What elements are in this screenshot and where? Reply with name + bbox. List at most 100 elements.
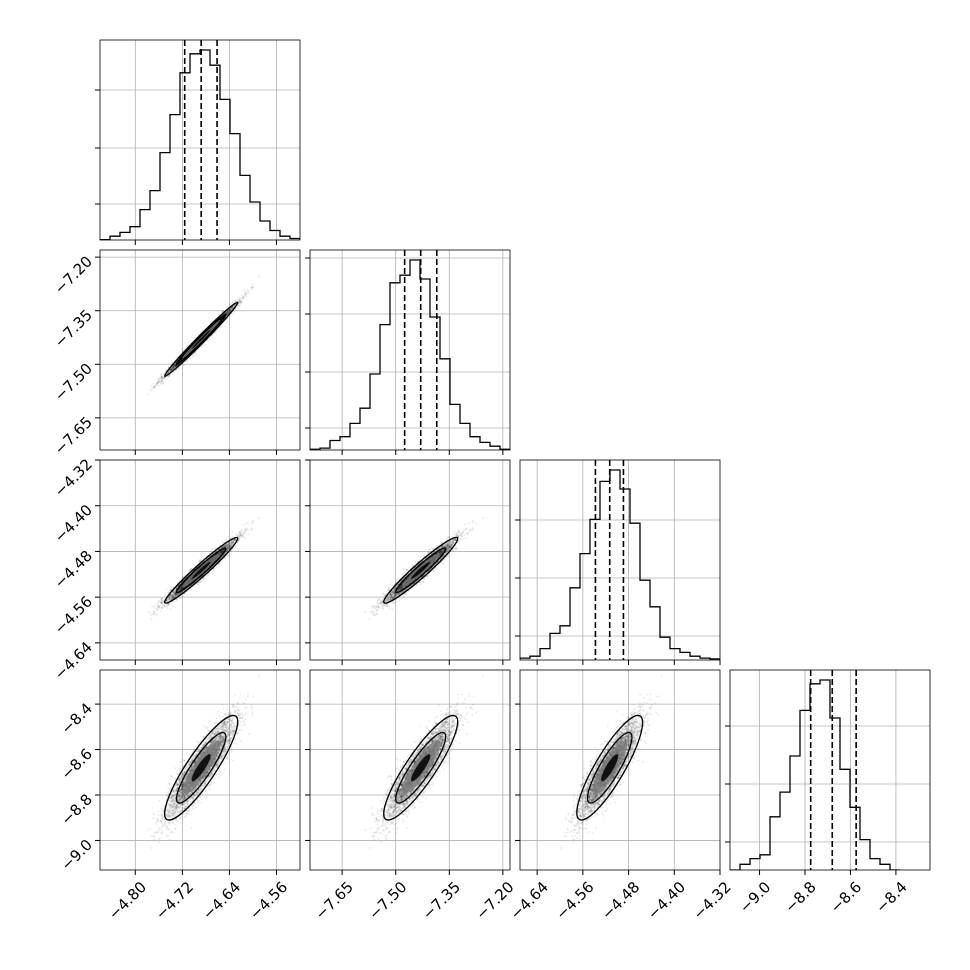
scatter-point	[160, 377, 163, 380]
scatter-point	[230, 303, 233, 306]
scatter-point	[153, 386, 156, 389]
scatter-point	[234, 299, 237, 302]
scatter-point	[226, 310, 229, 313]
scatter-point	[170, 367, 173, 370]
scatter-point	[152, 386, 155, 389]
scatter-point	[170, 368, 173, 371]
scatter-point	[244, 288, 247, 291]
scatter-point	[226, 310, 229, 313]
scatter-point	[161, 378, 164, 381]
scatter-point	[227, 310, 230, 313]
scatter-point	[229, 309, 232, 312]
scatter-point	[170, 368, 173, 371]
scatter-point	[229, 308, 232, 311]
scatter-point	[241, 298, 244, 301]
scatter-point	[242, 296, 245, 299]
scatter-point	[174, 364, 177, 367]
scatter-point	[229, 302, 232, 305]
scatter-point	[238, 298, 241, 301]
scatter-point	[227, 310, 230, 313]
scatter-point	[230, 306, 233, 309]
scatter-point	[166, 372, 169, 375]
scatter-point	[234, 304, 237, 307]
scatter-point	[147, 393, 150, 396]
scatter-point	[181, 349, 184, 352]
scatter-point	[167, 375, 170, 378]
scatter-point	[226, 311, 229, 314]
scatter-point	[227, 310, 230, 313]
scatter-point	[174, 364, 177, 367]
scatter-point	[230, 306, 233, 309]
scatter-point	[157, 378, 160, 381]
scatter-point	[239, 301, 242, 304]
scatter-point	[234, 300, 237, 303]
scatter-point	[232, 306, 235, 309]
scatter-point	[172, 365, 175, 368]
scatter-point	[167, 375, 170, 378]
scatter-point	[175, 365, 178, 368]
scatter-point	[152, 382, 155, 385]
scatter-panel-1-0: −7.65−7.50−7.35−7.20	[51, 249, 301, 458]
scatter-point	[171, 367, 174, 370]
scatter-point	[231, 306, 234, 309]
scatter-point	[251, 283, 254, 286]
scatter-point	[163, 377, 166, 380]
scatter-point	[157, 384, 160, 387]
scatter-point	[241, 294, 244, 297]
scatter-point	[180, 358, 183, 361]
scatter-point	[247, 290, 250, 293]
scatter-point	[173, 364, 176, 367]
scatter-point	[252, 285, 255, 288]
scatter-point	[239, 299, 242, 302]
scatter-point	[214, 331, 217, 334]
scatter-point	[172, 367, 175, 370]
scatter-point	[224, 311, 227, 314]
scatter-point	[175, 364, 178, 367]
scatter-point	[157, 381, 160, 384]
scatter-point	[203, 342, 206, 345]
scatter-point	[173, 364, 176, 367]
scatter-point	[225, 311, 228, 314]
scatter-point	[244, 295, 247, 298]
scatter-point	[172, 365, 175, 368]
scatter-point	[193, 336, 196, 339]
scatter-point	[170, 369, 173, 372]
scatter-point	[192, 355, 195, 358]
scatter-point	[169, 368, 172, 371]
scatter-point	[160, 375, 163, 378]
scatter-point	[172, 366, 175, 369]
scatter-point	[173, 363, 176, 366]
scatter-point	[173, 364, 176, 367]
scatter-point	[174, 365, 177, 368]
scatter-point	[158, 378, 161, 381]
scatter-point	[169, 369, 172, 372]
scatter-point	[226, 312, 229, 315]
scatter-point	[167, 371, 170, 374]
scatter-point	[241, 297, 244, 300]
scatter-point	[169, 369, 172, 372]
scatter-point	[189, 357, 192, 360]
scatter-point	[239, 300, 242, 303]
scatter-point	[155, 384, 158, 387]
scatter-point	[228, 308, 231, 311]
scatter-point	[240, 300, 243, 303]
scatter-point	[160, 380, 163, 383]
scatter-point	[232, 305, 235, 308]
scatter-point	[172, 367, 175, 370]
scatter-point	[161, 380, 164, 383]
scatter-point	[243, 294, 246, 297]
scatter-point	[167, 374, 170, 377]
scatter-point	[244, 292, 247, 295]
scatter-point	[230, 307, 233, 310]
scatter-point	[238, 300, 241, 303]
scatter-point	[247, 291, 250, 294]
scatter-point	[177, 367, 180, 370]
scatter-point	[185, 360, 188, 363]
scatter-point	[239, 298, 242, 301]
scatter-point	[230, 308, 233, 311]
scatter-point	[229, 309, 232, 312]
scatter-point	[172, 366, 175, 369]
scatter-point	[172, 366, 175, 369]
scatter-point	[237, 297, 240, 300]
scatter-point	[227, 310, 230, 313]
